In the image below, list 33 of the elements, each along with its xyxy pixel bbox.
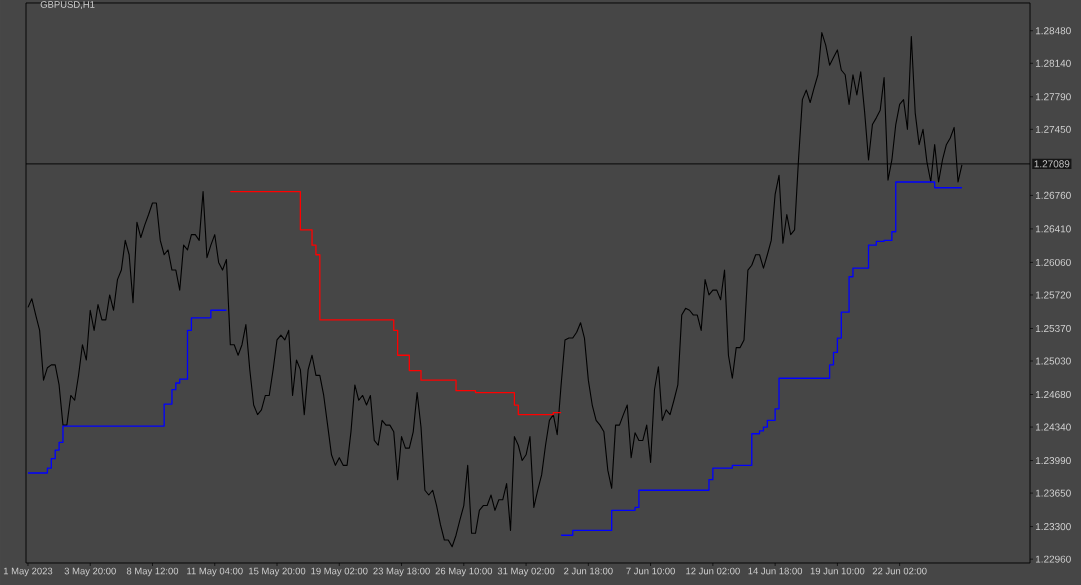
y-tick-label: 1.26060 (1035, 258, 1071, 266)
y-tick-label: 1.22960 (1035, 555, 1071, 563)
y-tick-label: 1.25370 (1035, 324, 1071, 332)
x-tick-label: 3 May 20:00 (64, 567, 116, 577)
x-tick-label: 1 May 2023 (3, 567, 53, 577)
x-tick-label: 19 May 02:00 (311, 567, 368, 577)
y-tick-label: 1.27790 (1035, 93, 1071, 101)
ref-line-label: 1.27089 (1034, 160, 1070, 168)
y-tick-label: 1.25720 (1035, 291, 1071, 299)
chart-title: GBPUSD,H1 (40, 1, 95, 10)
x-tick-label: 14 Jun 18:00 (748, 567, 803, 575)
x-tick-label: 15 May 20:00 (249, 567, 306, 577)
x-tick-label: 8 May 12:00 (126, 567, 179, 577)
y-tick-label: 1.25030 (1035, 357, 1071, 365)
x-tick-label: 22 Jun 02:00 (872, 567, 927, 575)
y-tick-label: 1.23300 (1035, 523, 1071, 531)
x-tick-label: 7 Jun 10:00 (626, 567, 675, 575)
x-tick-label: 31 May 02:00 (497, 567, 555, 577)
y-tick-label: 1.26410 (1035, 225, 1071, 233)
y-tick-label: 1.26760 (1035, 191, 1071, 199)
y-tick-label: 1.24340 (1035, 423, 1071, 431)
y-tick-label: 1.28480 (1035, 27, 1071, 35)
y-tick-label: 1.27450 (1035, 125, 1071, 133)
x-tick-label: 11 May 04:00 (187, 567, 243, 577)
y-tick-label: 1.24680 (1035, 390, 1071, 399)
y-tick-label: 1.23990 (1035, 457, 1071, 465)
x-tick-label: 12 Jun 02:00 (686, 567, 740, 575)
x-tick-label: 2 Jun 18:00 (564, 567, 613, 575)
y-tick-label: 1.28140 (1035, 59, 1071, 67)
y-tick-label: 1.23650 (1035, 489, 1071, 497)
x-tick-label: 26 May 10:00 (435, 567, 493, 577)
x-tick-label: 19 Jun 10:00 (810, 567, 865, 575)
x-tick-label: 23 May 18:00 (373, 567, 430, 577)
